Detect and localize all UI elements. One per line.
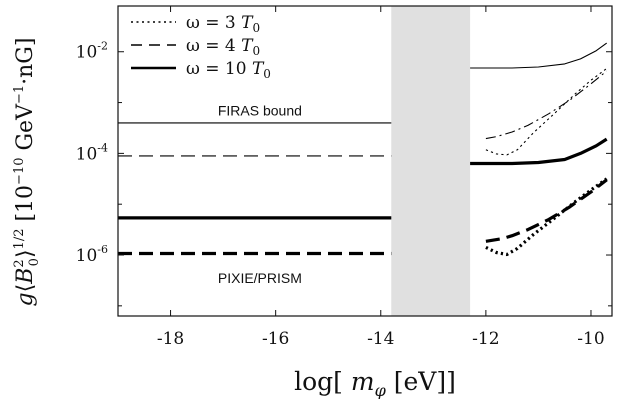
series-line-7-dotted-thin bbox=[485, 68, 608, 156]
series-line-10-dotted-thick bbox=[485, 177, 608, 257]
y-axis-label: g⟨B20⟩1/2 [10−10 GeV−1·nG] bbox=[12, 38, 42, 307]
series-line-9-dashed-thick bbox=[485, 178, 608, 243]
y-tick-label: 10-4 bbox=[76, 141, 108, 164]
plot-frame bbox=[117, 5, 613, 317]
x-tick-label: -12 bbox=[472, 329, 499, 349]
series-line-6-dashdot-thin bbox=[485, 70, 608, 140]
legend-label-dashed: ω = 4 T0 bbox=[186, 36, 260, 58]
x-tick-label: -14 bbox=[367, 329, 394, 349]
y-tick-label: 10-6 bbox=[76, 243, 108, 266]
series-layer bbox=[118, 42, 608, 257]
x-tick-label: -10 bbox=[577, 329, 604, 349]
legend-label-solid: ω = 10 T0 bbox=[186, 59, 271, 81]
annotation-pixie: PIXIE/PRISM bbox=[218, 270, 302, 286]
x-tick-label: -18 bbox=[157, 329, 184, 349]
series-line-5-solid-thin bbox=[470, 42, 608, 69]
x-axis-label: log[ mφ [eV]] bbox=[294, 367, 456, 399]
series-line-8-solid-thick bbox=[470, 137, 608, 166]
svg-text:g⟨B20⟩1/2 [10−10 GeV−1·nG]: g⟨B20⟩1/2 [10−10 GeV−1·nG] bbox=[12, 38, 42, 307]
excluded-region-band bbox=[391, 6, 471, 316]
y-tick-label: 10-2 bbox=[76, 40, 108, 63]
legend-label-dotted: ω = 3 T0 bbox=[186, 13, 260, 35]
ticks-layer: -18 -16 -14 -12 -10 10-2 10-4 10-6 bbox=[76, 6, 612, 349]
annotation-firas: FIRAS bound bbox=[218, 102, 302, 118]
legend: ω = 3 T0ω = 4 T0ω = 10 T0 bbox=[131, 13, 271, 81]
annotations: FIRAS bound PIXIE/PRISM bbox=[218, 102, 302, 286]
x-tick-label: -16 bbox=[262, 329, 289, 349]
plot-area bbox=[391, 6, 471, 316]
